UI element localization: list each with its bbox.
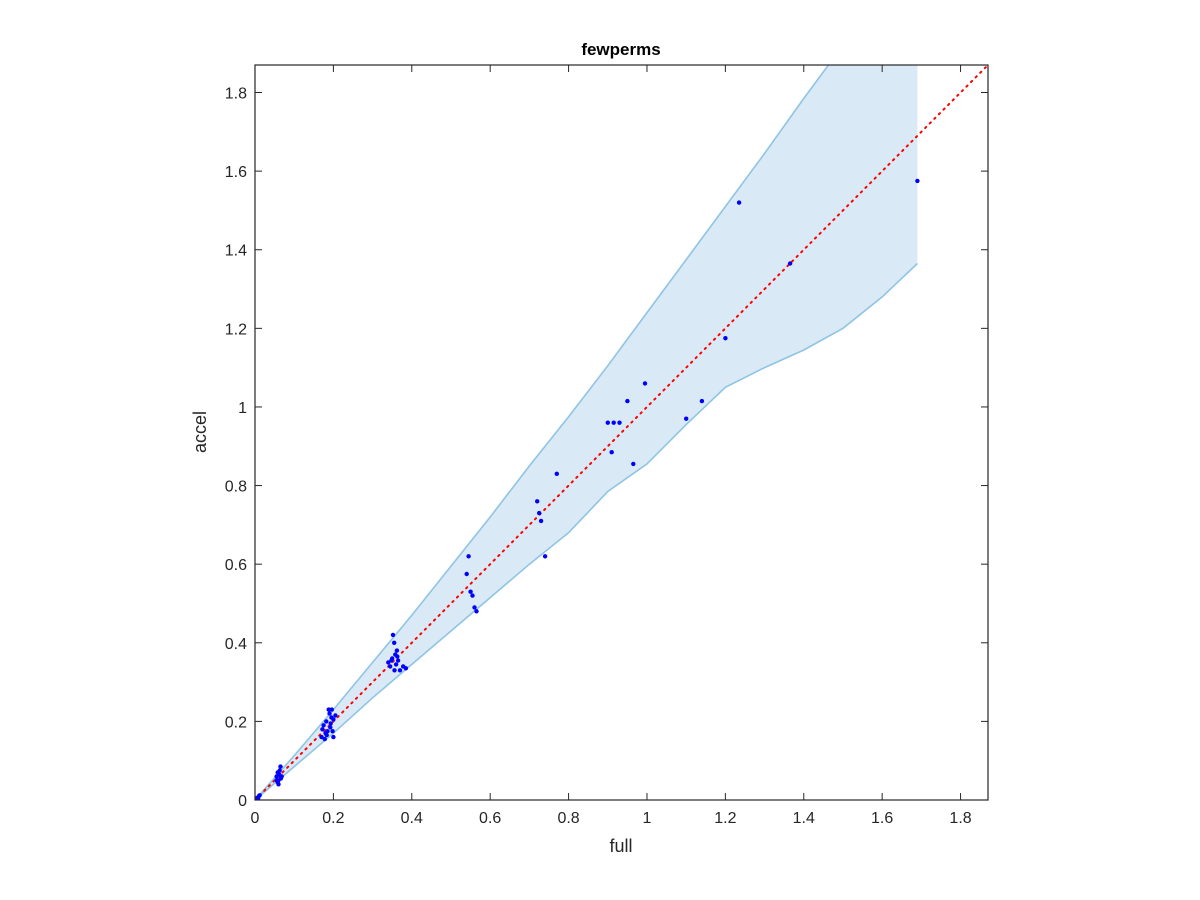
identity-reference-line bbox=[255, 65, 988, 800]
y-axis-label: accel bbox=[190, 411, 210, 453]
y-tick-label: 0.8 bbox=[225, 479, 247, 496]
data-point bbox=[392, 668, 397, 673]
data-point bbox=[554, 471, 559, 476]
data-point bbox=[324, 732, 329, 738]
data-point bbox=[319, 734, 324, 740]
data-points bbox=[255, 178, 920, 800]
data-point bbox=[468, 589, 473, 594]
data-point bbox=[324, 719, 329, 724]
data-point bbox=[472, 605, 477, 610]
data-point bbox=[723, 336, 728, 341]
data-point bbox=[333, 713, 338, 718]
data-point bbox=[327, 711, 332, 716]
x-tick-label: 0.4 bbox=[401, 810, 423, 827]
data-point bbox=[320, 727, 325, 732]
data-point bbox=[538, 518, 544, 524]
data-point bbox=[537, 510, 542, 516]
x-tick-label: 1.4 bbox=[793, 810, 815, 827]
data-point bbox=[322, 736, 327, 742]
x-axis-ticks: 0 0.2 0.4 0.6 0.8 1 1.2 1.4 1.6 1.8 bbox=[251, 65, 972, 827]
confidence-band-lower-edge bbox=[255, 262, 918, 800]
axes-box bbox=[254, 64, 989, 801]
data-point bbox=[279, 774, 284, 779]
x-tick-label: 1 bbox=[643, 810, 652, 827]
data-point bbox=[474, 609, 479, 614]
x-tick-label: 0.2 bbox=[322, 810, 344, 827]
data-point bbox=[395, 654, 400, 659]
data-point bbox=[464, 571, 469, 577]
data-point bbox=[326, 707, 331, 712]
y-tick-label: 1.2 bbox=[225, 321, 247, 338]
y-tick-label: 1.8 bbox=[225, 86, 247, 103]
x-tick-label: 1.2 bbox=[714, 810, 736, 827]
data-point bbox=[393, 662, 399, 667]
y-axis-ticks: 0 0.2 0.4 0.6 0.8 1 1.2 1.4 1.6 1.8 bbox=[225, 86, 988, 810]
data-point bbox=[392, 640, 397, 645]
data-point bbox=[394, 648, 400, 653]
data-point bbox=[325, 729, 330, 734]
data-point bbox=[684, 416, 689, 421]
data-point bbox=[605, 420, 610, 425]
data-point bbox=[787, 261, 793, 266]
data-point bbox=[736, 200, 742, 205]
x-tick-label: 0.6 bbox=[479, 810, 501, 827]
data-point bbox=[278, 764, 283, 769]
y-tick-label: 1.4 bbox=[225, 243, 247, 260]
confidence-band-upper-edge bbox=[255, 65, 830, 800]
data-point bbox=[321, 723, 326, 728]
data-point bbox=[466, 554, 471, 559]
data-point bbox=[535, 499, 540, 504]
data-point bbox=[329, 707, 334, 712]
data-point bbox=[609, 450, 614, 455]
data-point bbox=[328, 725, 333, 730]
x-tick-label: 1.6 bbox=[871, 810, 893, 827]
data-point bbox=[277, 768, 282, 773]
data-point bbox=[331, 734, 336, 740]
data-point bbox=[330, 729, 335, 734]
data-point bbox=[257, 793, 262, 798]
data-point bbox=[631, 461, 636, 467]
y-tick-label: 1.6 bbox=[225, 164, 247, 181]
data-point bbox=[611, 420, 616, 425]
data-point bbox=[389, 658, 394, 663]
data-point bbox=[255, 796, 261, 800]
y-tick-label: 0.2 bbox=[225, 714, 247, 731]
data-point bbox=[915, 178, 920, 184]
data-point bbox=[470, 593, 475, 598]
x-tick-label: 0.8 bbox=[557, 810, 579, 827]
data-point bbox=[403, 666, 409, 671]
data-point bbox=[328, 721, 333, 726]
data-point bbox=[331, 717, 336, 722]
x-tick-label: 0 bbox=[251, 810, 260, 827]
data-point bbox=[274, 778, 279, 783]
x-tick-label: 1.8 bbox=[949, 810, 971, 827]
confidence-band bbox=[255, 65, 918, 800]
data-point bbox=[395, 658, 401, 663]
y-tick-label: 0.6 bbox=[225, 557, 247, 574]
data-point bbox=[699, 398, 705, 404]
data-point bbox=[617, 420, 622, 425]
data-point bbox=[542, 554, 548, 559]
data-point bbox=[642, 381, 648, 386]
data-point bbox=[390, 632, 396, 638]
y-tick-label: 0 bbox=[238, 793, 247, 810]
data-point bbox=[388, 664, 393, 669]
chart-title: fewperms bbox=[581, 40, 660, 59]
data-point bbox=[625, 398, 630, 404]
y-tick-label: 0.4 bbox=[225, 636, 247, 653]
y-tick-label: 1 bbox=[238, 400, 247, 417]
data-point bbox=[397, 668, 403, 673]
plot-area bbox=[255, 65, 988, 800]
x-axis-label: full bbox=[609, 836, 632, 856]
